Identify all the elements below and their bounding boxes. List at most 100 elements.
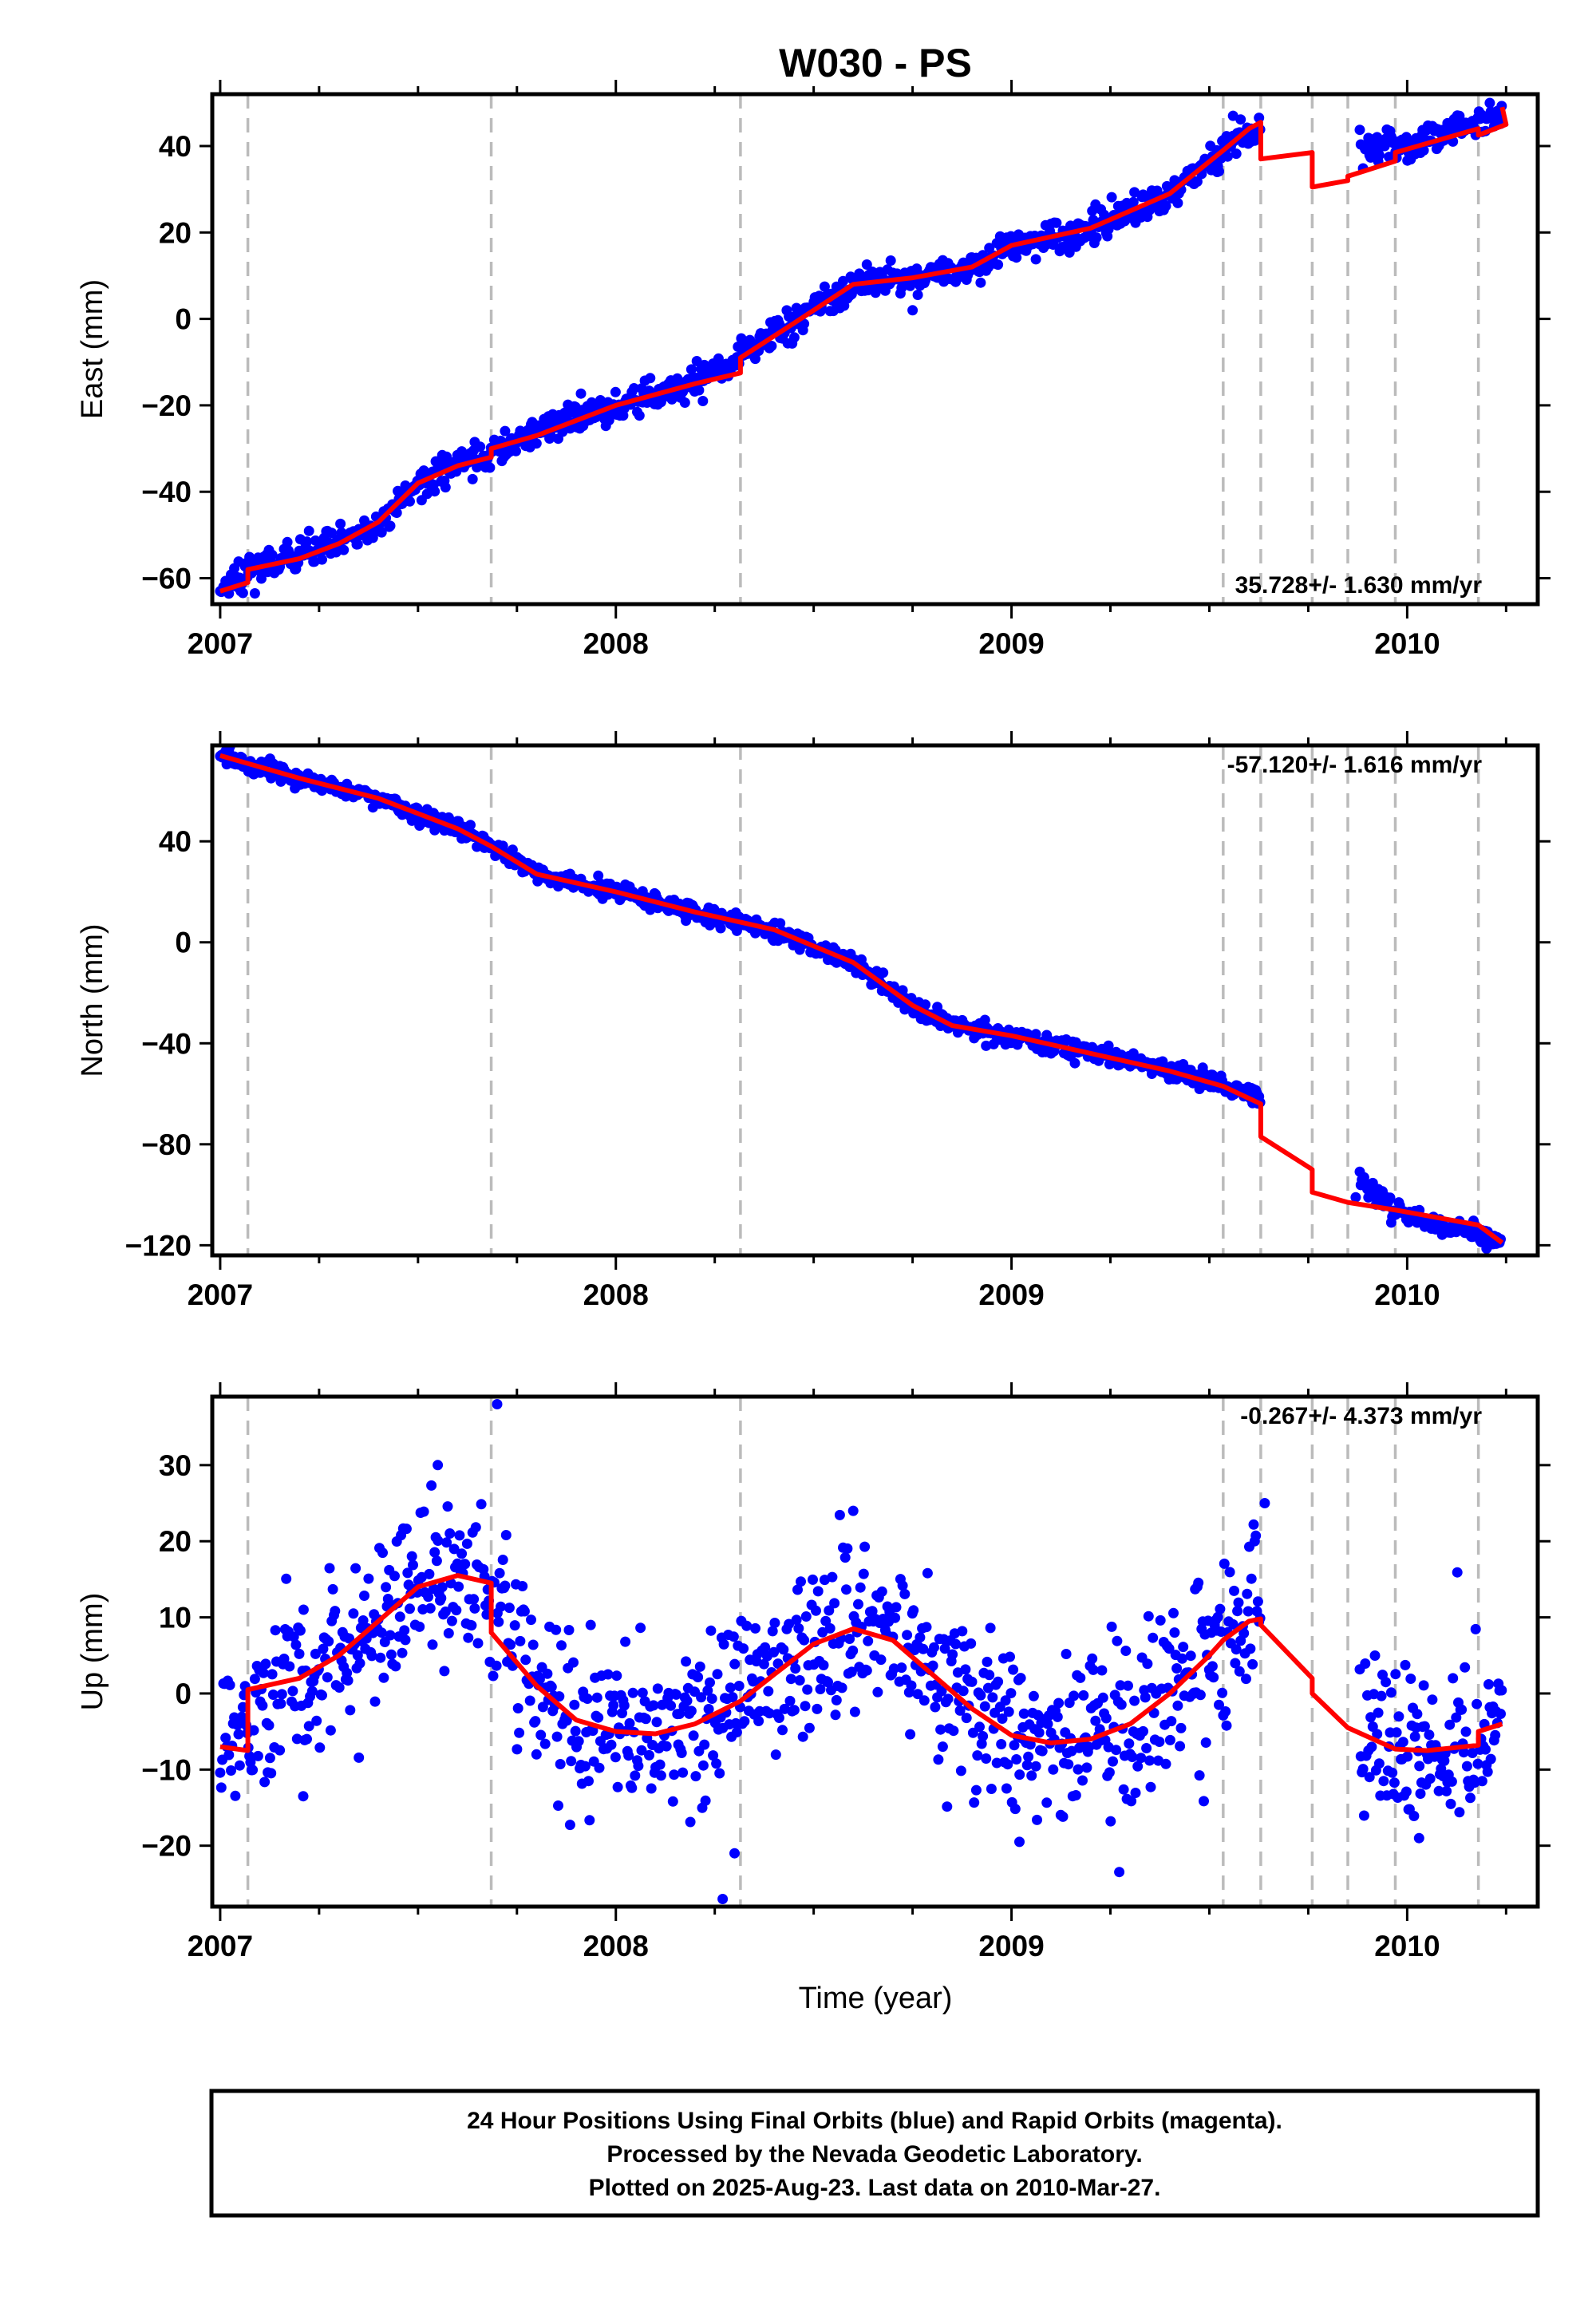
data-point (772, 1658, 784, 1670)
data-point (466, 1620, 477, 1631)
data-point (1169, 1627, 1180, 1638)
data-point (867, 1606, 878, 1617)
data-point (624, 1717, 635, 1729)
data-point (681, 1695, 693, 1706)
data-point (1115, 1680, 1126, 1691)
data-point (429, 1547, 440, 1558)
data-point (406, 1551, 417, 1562)
data-point (584, 1815, 595, 1826)
data-point (861, 1665, 872, 1676)
data-point (847, 1505, 859, 1516)
data-point (685, 1705, 697, 1717)
data-point (981, 1753, 992, 1764)
data-point (984, 243, 995, 254)
data-point (858, 1568, 869, 1579)
data-point (899, 1588, 911, 1599)
data-point (788, 332, 800, 343)
data-point (236, 1711, 247, 1722)
data-point (460, 1559, 471, 1570)
data-point (1176, 1653, 1187, 1664)
data-point (456, 1548, 468, 1559)
data-point (1217, 1687, 1228, 1698)
data-point (338, 544, 350, 555)
data-point (1409, 1731, 1420, 1742)
data-point (556, 1640, 567, 1651)
data-point (1144, 1755, 1156, 1766)
data-point (594, 1762, 605, 1773)
data-point (1168, 1607, 1179, 1618)
data-point (1360, 1658, 1371, 1669)
data-point (1415, 1788, 1426, 1799)
data-point (264, 1753, 275, 1764)
data-point (469, 1603, 480, 1614)
data-point (634, 410, 645, 421)
plot-frame (210, 1394, 1540, 1909)
data-point (696, 1692, 707, 1703)
data-point (267, 1690, 279, 1700)
data-point (1448, 1673, 1459, 1684)
data-point (918, 1643, 929, 1654)
data-point (713, 353, 724, 364)
data-point (908, 1605, 919, 1616)
x-tick-label: 2010 (1374, 1930, 1440, 1962)
data-point (1227, 110, 1238, 121)
data-point (275, 1745, 286, 1756)
data-point (500, 425, 511, 437)
data-point (670, 1689, 681, 1700)
data-point (233, 1729, 244, 1740)
data-point (1175, 1722, 1187, 1733)
data-point (993, 259, 1004, 271)
data-point (436, 1593, 447, 1603)
data-point (1087, 1653, 1098, 1664)
data-point (423, 1591, 434, 1603)
data-point (437, 1582, 448, 1593)
data-point (317, 554, 327, 565)
data-point (1402, 1751, 1413, 1762)
data-point (702, 1685, 713, 1696)
data-point (1465, 1792, 1476, 1804)
data-point (834, 1509, 845, 1520)
data-point (669, 1769, 680, 1780)
data-point (785, 1674, 796, 1685)
data-point (1470, 1623, 1481, 1634)
data-point (921, 1622, 932, 1633)
data-point (564, 1820, 575, 1831)
x-tick-label: 2010 (1374, 627, 1440, 660)
data-point (1247, 1658, 1258, 1670)
data-point (475, 441, 486, 453)
x-tick-label: 2009 (978, 1279, 1044, 1311)
data-point (603, 415, 614, 425)
y-tick-label: 10 (159, 1602, 192, 1634)
data-point (492, 1399, 503, 1409)
data-point (294, 1625, 306, 1636)
data-point (987, 1692, 998, 1703)
data-point (1103, 1040, 1114, 1051)
data-point (276, 1689, 287, 1700)
data-point (306, 1686, 318, 1697)
data-point (1185, 1650, 1196, 1662)
data-point (626, 1782, 638, 1793)
data-point (717, 1894, 729, 1904)
data-point (453, 1581, 464, 1592)
data-point (1096, 1665, 1108, 1676)
y-tick-label: −40 (141, 476, 192, 508)
data-point (907, 305, 918, 316)
data-point (1069, 1057, 1080, 1069)
data-point (394, 1611, 405, 1622)
data-point (728, 1631, 739, 1642)
data-point (1116, 1699, 1127, 1710)
data-point (640, 1713, 651, 1725)
data-point (890, 1612, 901, 1623)
data-point (414, 1621, 425, 1632)
data-point (259, 1777, 271, 1788)
data-point (741, 1620, 753, 1631)
data-point (583, 1776, 594, 1787)
data-point (812, 1586, 824, 1597)
data-point (1106, 192, 1117, 203)
data-point (342, 1675, 354, 1686)
data-point (220, 1733, 231, 1744)
data-point (298, 1604, 309, 1615)
data-point (534, 1674, 545, 1685)
data-point (1476, 1776, 1487, 1787)
data-point (1009, 1804, 1021, 1815)
